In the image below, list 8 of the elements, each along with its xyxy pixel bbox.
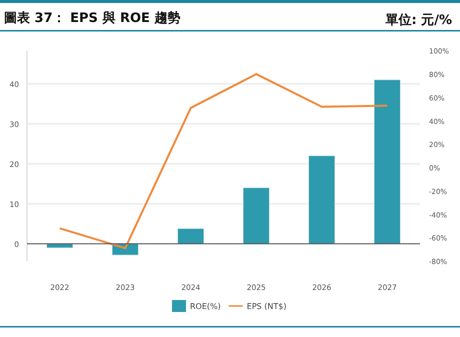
bar <box>178 228 204 244</box>
legend-label: EPS (NT$) <box>246 302 286 311</box>
bar <box>308 156 335 244</box>
title: 圖表 37： EPS 與 ROE 趨勢 <box>4 11 180 26</box>
legend-label: ROE(%) <box>190 302 221 311</box>
bar <box>243 188 270 244</box>
bar <box>374 80 400 244</box>
subtitle: 單位: 元/% <box>386 13 452 28</box>
